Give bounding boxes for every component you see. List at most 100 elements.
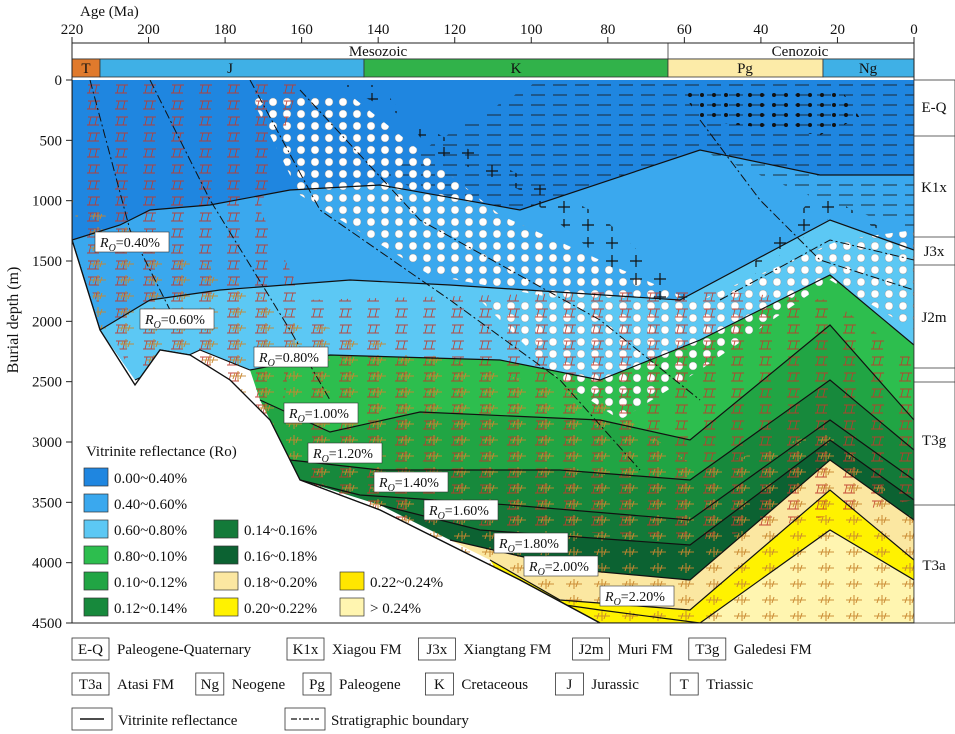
ro-legend-label: 0.60~0.80% bbox=[114, 523, 187, 539]
legend-name: Atasi FM bbox=[117, 677, 174, 693]
ro-legend-label: 0.16~0.18% bbox=[244, 549, 317, 565]
y-tick-label: 4000 bbox=[32, 556, 62, 572]
ro-legend-item: 0.40~0.60% bbox=[83, 493, 187, 513]
ro-label-text: RO=2.20% bbox=[604, 590, 665, 608]
legend-name: Jurassic bbox=[591, 677, 639, 693]
ro-legend-item: > 0.24% bbox=[339, 597, 421, 617]
legend-name: Xiagou FM bbox=[332, 642, 402, 658]
ro-legend-item: 0.60~0.80% bbox=[83, 519, 187, 539]
stratigraphic-boundaries bbox=[89, 80, 914, 471]
y-axis-ticks: 0 500 1000 1500 2000 2500 3000 3500 4000 4500 bbox=[32, 73, 72, 632]
ro-label-text: RO=1.60% bbox=[428, 504, 489, 522]
legend-code-box: T3g bbox=[688, 637, 727, 661]
ro-label: RO=0.80% bbox=[253, 346, 329, 369]
x-tick-label: 80 bbox=[600, 22, 615, 38]
legend-code-box: J2m bbox=[572, 637, 610, 661]
ro-legend: Vitrinite reflectance (Ro) 0.00~0.40% 0.4… bbox=[83, 444, 443, 617]
y-tick-label: 3500 bbox=[32, 495, 62, 511]
ro-label-text: RO=1.20% bbox=[312, 447, 373, 465]
x-tick-label: 40 bbox=[753, 22, 768, 38]
x-tick-label: 140 bbox=[367, 22, 390, 38]
legend-code: K bbox=[434, 677, 445, 693]
x-tick-label: 200 bbox=[137, 22, 160, 38]
x-tick-label: 220 bbox=[61, 22, 84, 38]
ro-labels: RO=0.40% RO=0.60% RO=0.80% RO=1.00% RO=1.20%… bbox=[94, 231, 675, 608]
period-label-pg: Pg bbox=[737, 61, 753, 77]
ro-legend-swatch bbox=[339, 571, 365, 591]
era-cenozoic: Cenozoic bbox=[772, 44, 829, 60]
y-tick-label: 2000 bbox=[32, 314, 62, 330]
x-axis-ticks: 220 200 180 160 140 120 100 80 60 40 20 0 bbox=[61, 22, 918, 43]
ro-label: RO=0.40% bbox=[94, 231, 170, 254]
x-tick-label: 180 bbox=[214, 22, 237, 38]
y-tick-label: 1000 bbox=[32, 194, 62, 210]
ro-label-text: RO=2.00% bbox=[528, 560, 589, 578]
ro-legend-item: 0.80~0.10% bbox=[83, 545, 187, 565]
ro-label-text: RO=1.40% bbox=[378, 476, 439, 494]
y-tick-label: 500 bbox=[40, 133, 63, 149]
legend-name: Paleogene bbox=[339, 677, 401, 693]
legend-code: E-Q bbox=[78, 642, 103, 658]
ro-legend-swatch bbox=[213, 597, 239, 617]
ro-legend-label: 0.18~0.20% bbox=[244, 575, 317, 591]
ro-label-text: RO=1.80% bbox=[498, 537, 559, 555]
y-tick-label: 2500 bbox=[32, 375, 62, 391]
ro-legend-label: 0.20~0.22% bbox=[244, 601, 317, 617]
ro-isolines bbox=[72, 149, 914, 623]
ro-legend-label: 0.14~0.16% bbox=[244, 523, 317, 539]
y-tick-label: 3000 bbox=[32, 435, 62, 451]
legend-name: Vitrinite reflectance bbox=[118, 713, 238, 729]
basement-mask bbox=[72, 240, 600, 623]
legend-code-box: J bbox=[555, 672, 584, 696]
formation-eq: E-Q bbox=[922, 100, 947, 116]
ro-label-text: RO=1.00% bbox=[288, 407, 349, 425]
legend-code-box: T bbox=[669, 672, 699, 696]
legend-code: J bbox=[566, 677, 572, 693]
ro-legend-item: 0.16~0.18% bbox=[213, 545, 317, 565]
formation-j3x: J3x bbox=[924, 244, 945, 260]
ro-label: RO=1.20% bbox=[307, 442, 383, 465]
ro-legend-swatch bbox=[83, 571, 109, 591]
ro-label-text: RO=0.60% bbox=[144, 313, 205, 331]
ro-legend-swatch bbox=[83, 545, 109, 565]
ro-legend-item: 0.20~0.22% bbox=[213, 597, 317, 617]
ro-label: RO=2.20% bbox=[599, 585, 675, 608]
legend-code: J2m bbox=[579, 642, 604, 658]
legend-code: T3g bbox=[695, 642, 720, 658]
x-tick-label: 60 bbox=[677, 22, 692, 38]
ro-legend-label: 0.22~0.24% bbox=[370, 575, 443, 591]
ro-legend-item: 0.14~0.16% bbox=[213, 519, 317, 539]
legend-name: Galedesi FM bbox=[734, 642, 812, 658]
legend-code-box: Ng bbox=[195, 672, 225, 696]
period-label-j: J bbox=[227, 61, 233, 77]
formation-t3a: T3a bbox=[922, 558, 946, 574]
ro-label: RO=0.60% bbox=[139, 308, 215, 331]
legend-code-box: K1x bbox=[286, 637, 325, 661]
legend-code: K1x bbox=[293, 642, 319, 658]
legend-code-box: Pg bbox=[302, 672, 332, 696]
x-tick-label: 100 bbox=[520, 22, 543, 38]
legend-name: Xiangtang FM bbox=[463, 642, 551, 658]
legend-code-box: J3x bbox=[417, 637, 456, 661]
legend-code: T3a bbox=[79, 677, 103, 693]
period-label-t: T bbox=[81, 61, 90, 77]
legend-code: Ng bbox=[201, 677, 220, 693]
ro-legend-item: 0.22~0.24% bbox=[339, 571, 443, 591]
ro-legend-swatch bbox=[339, 597, 365, 617]
x-tick-label: 120 bbox=[443, 22, 466, 38]
x-axis-title: Age (Ma) bbox=[80, 4, 139, 20]
ro-legend-swatch bbox=[83, 519, 109, 539]
ro-legend-swatch bbox=[83, 493, 109, 513]
period-label-k: K bbox=[511, 61, 522, 77]
legend-name: Cretaceous bbox=[461, 677, 528, 693]
legend-code-box: T3a bbox=[71, 672, 110, 696]
ro-legend-swatch bbox=[213, 545, 239, 565]
ro-label: RO=1.00% bbox=[283, 402, 359, 425]
legend-name: Triassic bbox=[706, 677, 753, 693]
ro-legend-label: 0.10~0.12% bbox=[114, 575, 187, 591]
formation-j2m: J2m bbox=[921, 310, 946, 326]
ro-legend-item: 0.12~0.14% bbox=[83, 597, 187, 617]
ro-legend-item: 0.10~0.12% bbox=[83, 571, 187, 591]
formation-column: E-Q K1x J3x J2m T3g T3a bbox=[913, 79, 955, 624]
legend-name: Neogene bbox=[232, 677, 286, 693]
